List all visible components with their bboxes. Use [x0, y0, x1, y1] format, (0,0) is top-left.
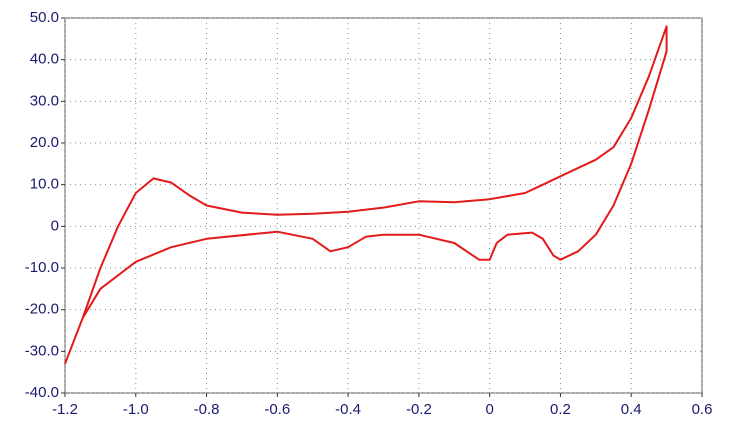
x-tick-label: -0.2: [406, 401, 432, 418]
y-tick-label: -30.0: [25, 342, 59, 359]
x-tick-label: 0.6: [692, 401, 713, 418]
x-tick-label: -1.0: [123, 401, 149, 418]
x-tick-label: -1.2: [52, 401, 78, 418]
y-tick-label: 0: [51, 217, 59, 234]
y-tick-label: 40.0: [30, 51, 59, 68]
x-tick-label: -0.6: [264, 401, 290, 418]
plot-frame: [64, 17, 703, 394]
x-tick-label: 0.2: [550, 401, 571, 418]
x-tick-label: -0.8: [194, 401, 220, 418]
cv-curve: [64, 25, 668, 365]
y-tick-label: -20.0: [25, 301, 59, 318]
y-tick-label: 20.0: [30, 134, 59, 151]
y-tick-label: 30.0: [30, 92, 59, 109]
x-tick-label: -0.4: [335, 401, 361, 418]
x-tick-label: 0: [485, 401, 493, 418]
y-tick-label: 10.0: [30, 176, 59, 193]
y-tick-label: 50.0: [30, 9, 59, 26]
x-tick-label: 0.4: [621, 401, 642, 418]
y-tick-label: -40.0: [25, 384, 59, 401]
y-tick-label: -10.0: [25, 259, 59, 276]
